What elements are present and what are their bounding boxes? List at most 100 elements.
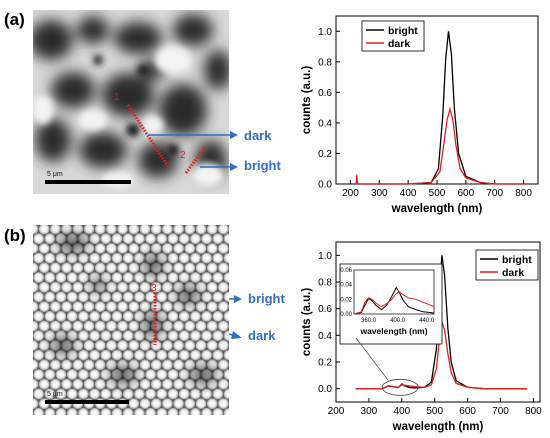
hole-texture bbox=[100, 388, 112, 400]
hole-texture bbox=[150, 378, 162, 390]
hole-texture bbox=[111, 330, 123, 342]
hole-texture bbox=[33, 349, 44, 361]
hole-texture bbox=[38, 340, 50, 351]
hole-texture bbox=[223, 349, 229, 361]
hole-texture bbox=[33, 378, 39, 390]
x-axis-label: wavelength (nm) bbox=[392, 421, 484, 433]
hole-texture bbox=[178, 369, 190, 380]
hole-texture bbox=[38, 225, 50, 235]
hole-texture bbox=[33, 359, 39, 371]
hole-texture bbox=[111, 252, 123, 264]
legend-label-dark: dark bbox=[502, 267, 524, 279]
hole-texture bbox=[122, 310, 134, 322]
x-tick-label: 500 bbox=[429, 188, 446, 199]
hole-texture bbox=[72, 359, 84, 371]
hole-texture bbox=[156, 233, 168, 245]
spectrum-chart-b: 200 300 400 500 600 700 800 0.0 0.2 0.4 0.6 0.8 1.0 w… bbox=[301, 241, 542, 433]
hole-texture bbox=[173, 378, 185, 390]
hole-texture bbox=[173, 243, 185, 254]
hole-texture bbox=[201, 272, 213, 283]
hole-texture bbox=[78, 407, 89, 415]
arrow-b-bright-head bbox=[234, 295, 242, 303]
hole-texture bbox=[38, 378, 50, 390]
hole-texture bbox=[212, 407, 224, 415]
hole-texture bbox=[139, 398, 151, 409]
micrograph-a-image: 5 μm 1 2 bbox=[33, 10, 229, 194]
y-axis-label: counts (a.u.) bbox=[301, 288, 313, 357]
hole-texture bbox=[117, 262, 128, 274]
hole-texture bbox=[184, 340, 196, 351]
hole-texture bbox=[100, 369, 112, 380]
hole-texture bbox=[190, 407, 201, 415]
hole-texture bbox=[184, 359, 196, 371]
hole-texture bbox=[162, 301, 173, 312]
hole-texture bbox=[178, 349, 190, 361]
hole-texture bbox=[89, 388, 100, 400]
hole-texture bbox=[44, 407, 56, 415]
hole-texture bbox=[150, 359, 162, 371]
hole-texture bbox=[195, 243, 207, 254]
hole-texture bbox=[178, 407, 190, 415]
hole-texture bbox=[206, 320, 218, 332]
hole-texture bbox=[156, 349, 168, 361]
callout-b-dark: dark bbox=[248, 328, 276, 343]
hole-texture bbox=[162, 378, 173, 390]
zoom-pointer-line bbox=[355, 337, 389, 381]
scalebar-b-label: 5 μm bbox=[47, 391, 63, 398]
hole-texture bbox=[94, 359, 106, 371]
hole-texture bbox=[33, 340, 39, 351]
hole-texture bbox=[33, 252, 44, 264]
legend-box bbox=[475, 249, 539, 281]
hole-texture bbox=[173, 225, 184, 235]
y-tick-label: 0.2 bbox=[318, 149, 332, 160]
hole-texture bbox=[173, 398, 185, 409]
hole-texture bbox=[223, 272, 229, 283]
inset-y-tick-label: 0.00 bbox=[340, 312, 352, 318]
hole-texture bbox=[106, 301, 117, 312]
legend-label-dark: dark bbox=[388, 38, 410, 50]
hole-texture bbox=[167, 388, 179, 400]
line-profile-2 bbox=[184, 146, 207, 174]
hole-texture bbox=[128, 281, 140, 293]
hole-texture bbox=[100, 252, 112, 264]
hole-texture bbox=[206, 398, 218, 409]
x-tick-label: 600 bbox=[458, 188, 475, 199]
hole-texture bbox=[50, 301, 61, 312]
hole-texture bbox=[184, 398, 196, 409]
legend-label-bright: bright bbox=[388, 25, 418, 37]
hole-texture bbox=[162, 243, 173, 254]
hole-texture bbox=[212, 233, 224, 245]
hole-texture bbox=[50, 359, 61, 371]
hole-texture bbox=[72, 301, 84, 312]
hole-texture bbox=[72, 378, 84, 390]
hole-texture bbox=[206, 262, 218, 274]
hole-texture bbox=[100, 407, 112, 415]
x-tick-label: 400 bbox=[400, 188, 417, 199]
hole-texture bbox=[38, 262, 50, 274]
hole-texture bbox=[218, 262, 229, 274]
hole-texture bbox=[44, 310, 56, 322]
hole-texture bbox=[94, 262, 106, 274]
hole-texture bbox=[201, 252, 213, 264]
hole-texture bbox=[178, 330, 190, 342]
inset-x-tick-label: 360.0 bbox=[361, 318, 377, 324]
hole-texture bbox=[201, 388, 213, 400]
hole-texture bbox=[212, 330, 224, 342]
hole-texture bbox=[178, 272, 190, 283]
hole-texture bbox=[178, 233, 190, 245]
callout-a-dark: dark bbox=[244, 128, 272, 143]
hole-texture bbox=[212, 349, 224, 361]
hole-texture bbox=[33, 262, 39, 274]
hole-texture bbox=[78, 310, 89, 322]
x-axis-label: wavelength (nm) bbox=[391, 203, 483, 215]
panel-a-letter: (a) bbox=[4, 10, 25, 29]
hole-texture bbox=[61, 225, 72, 235]
hole-texture bbox=[206, 243, 218, 254]
inset-y-tick-label: 0.04 bbox=[340, 283, 352, 289]
hole-texture bbox=[162, 281, 173, 293]
arrow-a-bright-head bbox=[230, 163, 238, 171]
x-tick-label: 700 bbox=[492, 406, 509, 417]
hole-texture bbox=[122, 291, 134, 303]
hole-texture bbox=[223, 291, 229, 303]
hole-texture bbox=[66, 388, 78, 400]
